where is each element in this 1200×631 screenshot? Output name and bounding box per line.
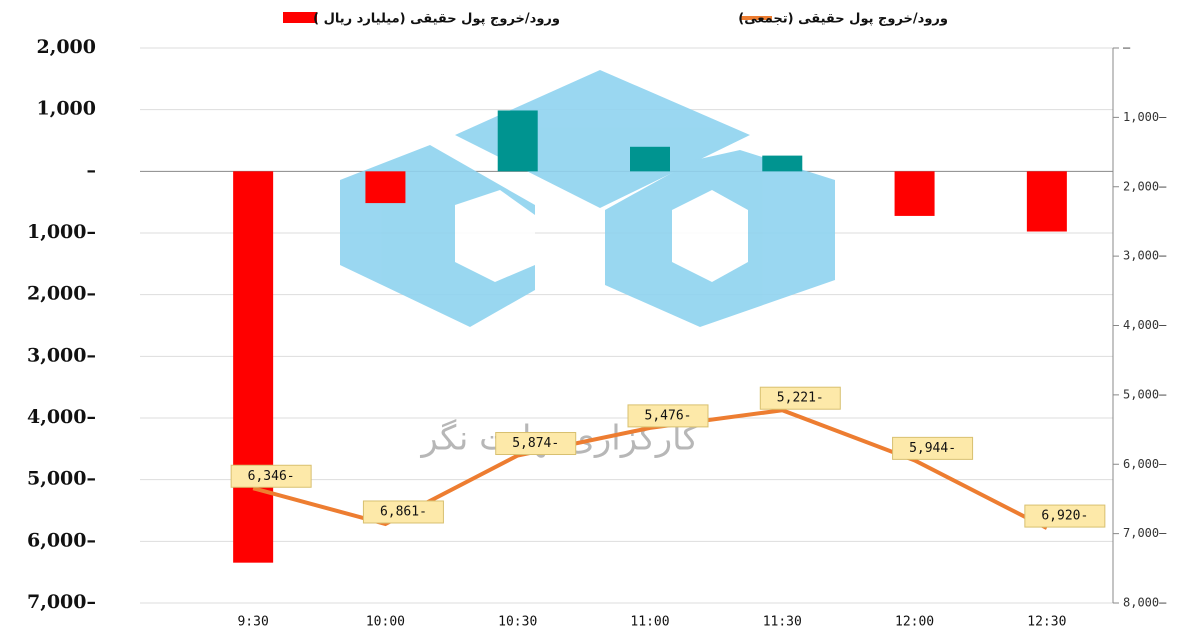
y2-tick-label: 3,000– — [1123, 249, 1167, 263]
legend-label: ورود/خروج پول حقیقی (میلیارد ریال ) — [313, 12, 560, 27]
y2-tick-label: 8,000– — [1123, 596, 1167, 610]
y2-tick-label: 5,000– — [1123, 387, 1167, 401]
y-tick-label: 3,000– — [27, 344, 96, 366]
value-label-box — [495, 432, 577, 456]
y2-tick-label: 7,000– — [1123, 526, 1167, 540]
value-label: 6,861- — [362, 500, 444, 524]
value-label-text: 5,221- — [777, 391, 824, 406]
y2-tick-label: 6,000– — [1123, 457, 1167, 471]
y-tick-label: 4,000– — [27, 406, 96, 428]
x-tick-label: 10:30 — [498, 615, 537, 630]
bar — [630, 146, 670, 172]
y2-tick-label: 1,000– — [1123, 110, 1167, 124]
y-tick-label: 1,000– — [27, 221, 96, 243]
x-tick-label: 11:00 — [630, 615, 669, 630]
value-label: 5,221- — [759, 386, 841, 410]
value-label-text: 5,944- — [909, 441, 956, 456]
plot-back — [140, 47, 1113, 604]
y-tick-label: 1,000 — [37, 98, 97, 120]
bar — [894, 171, 935, 216]
bar — [365, 171, 406, 204]
value-label-box — [759, 386, 841, 410]
value-label-box — [1024, 504, 1106, 528]
x-tick-label: 9:30 — [237, 615, 268, 630]
y-tick-label: 6,000– — [27, 529, 96, 551]
y2-tick-label: – — [1123, 41, 1131, 55]
line — [252, 408, 1048, 530]
bar — [497, 110, 538, 172]
value-label-text: 5,874- — [512, 436, 559, 451]
value-label-box — [892, 436, 974, 460]
legend: ورود/خروج پول حقیقی (میلیارد ریال ) ورود… — [283, 12, 948, 27]
value-label-box — [230, 464, 312, 488]
value-label-text: 6,920- — [1041, 509, 1088, 524]
y-tick-label: 2,000 — [37, 36, 97, 58]
value-label-text: 6,346- — [248, 469, 295, 484]
y-tick-label: – — [87, 159, 97, 181]
x-tick-label: 12:30 — [1027, 615, 1066, 630]
x-tick-label: 12:00 — [895, 615, 934, 630]
value-label-text: 5,476- — [645, 408, 692, 423]
legend-label: ورود/خروج پول حقیقی (تجمعی) — [738, 12, 948, 27]
value-label-text: 6,861- — [380, 504, 427, 519]
y-tick-label: 7,000– — [27, 591, 96, 613]
bar — [233, 171, 274, 563]
y2-tick-label: 2,000– — [1123, 179, 1167, 193]
value-label-box — [627, 404, 709, 428]
value-label: 6,920- — [1024, 504, 1106, 528]
value-label: 6,346- — [230, 464, 312, 488]
value-label: 5,874- — [495, 432, 577, 456]
x-tick-label: 11:30 — [763, 615, 802, 630]
value-label: 5,944- — [892, 436, 974, 460]
bar — [762, 155, 803, 172]
value-label: 5,476- — [627, 404, 709, 428]
legend-swatch — [283, 12, 317, 23]
y-tick-label: 5,000– — [27, 468, 96, 490]
y-tick-label: 2,000– — [27, 283, 96, 305]
logo — [340, 70, 835, 327]
x-tick-label: 10:00 — [366, 615, 405, 630]
value-label-box — [362, 500, 444, 524]
bar — [1026, 171, 1067, 232]
y2-tick-label: 4,000– — [1123, 318, 1167, 332]
